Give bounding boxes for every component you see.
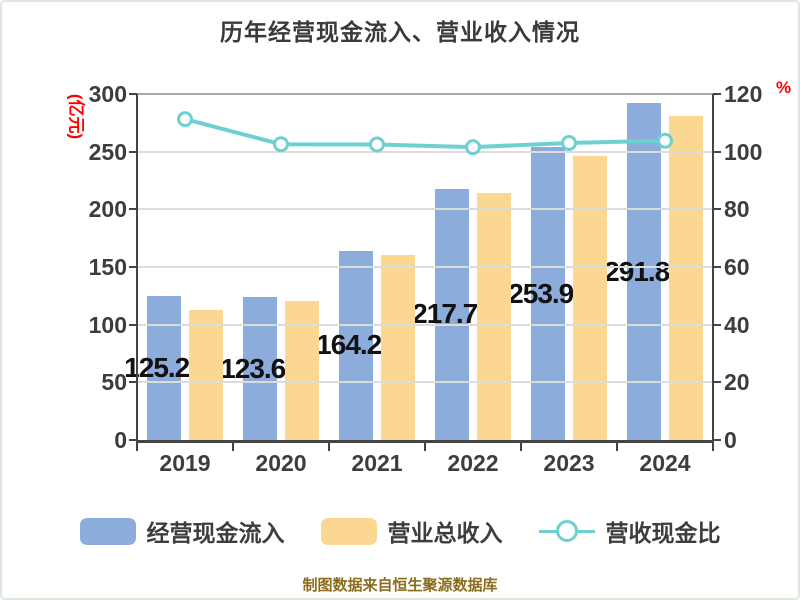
bar-cash-inflow-2023[interactable] <box>531 147 565 440</box>
x-axis-line <box>136 440 714 443</box>
right-axis-tick <box>713 381 721 383</box>
ratio-line-layer <box>177 111 673 156</box>
bar-cash-inflow-2020[interactable] <box>243 297 277 440</box>
legend: 经营现金流入 营业总收入 营收现金比 <box>2 514 798 548</box>
x-axis-tick <box>328 443 330 451</box>
right-axis-tick-label: 60 <box>724 254 750 280</box>
chart-title: 历年经营现金流入、营业收入情况 <box>220 19 580 45</box>
ratio-point-2021[interactable] <box>369 136 385 153</box>
legend-swatch-cash-ratio-line <box>538 518 595 545</box>
gridline <box>137 381 713 383</box>
data-source-note: 制图数据来自恒生聚源数据库 <box>302 577 498 594</box>
right-axis-tick-label: 0 <box>724 427 737 453</box>
left-axis-tick <box>129 324 137 326</box>
legend-label-cash-ratio: 营收现金比 <box>605 520 721 546</box>
right-axis-unit: % <box>776 78 792 97</box>
gridline <box>137 151 713 153</box>
x-axis-tick <box>424 443 426 451</box>
x-axis-label-2021: 2021 <box>351 450 403 476</box>
left-axis-tick-label: 200 <box>88 196 127 222</box>
right-axis-tick <box>713 93 721 95</box>
left-axis-tick-label: 0 <box>114 427 127 453</box>
legend-circle-marker-icon <box>555 519 578 542</box>
left-axis-tick-label: 150 <box>88 254 127 280</box>
x-axis-label-2022: 2022 <box>447 450 499 476</box>
x-axis-tick <box>232 443 234 451</box>
left-axis-tick <box>129 93 137 95</box>
left-axis-tick-label: 50 <box>101 369 127 395</box>
ratio-point-2022[interactable] <box>465 139 481 156</box>
legend-item-cash-inflow[interactable]: 经营现金流入 <box>79 514 285 548</box>
left-axis-tick <box>129 266 137 268</box>
right-axis-tick <box>713 208 721 210</box>
legend-swatch-total-revenue <box>320 517 377 545</box>
ratio-line <box>184 117 666 150</box>
plot-area: 0 0 50 20 100 40 150 60 200 80 250 100 300 120 2019 202… <box>89 81 763 476</box>
ratio-point-2024[interactable] <box>657 132 673 149</box>
x-axis-tick <box>136 443 138 451</box>
right-axis-tick <box>713 266 721 268</box>
left-axis-tick-label: 100 <box>88 312 127 338</box>
right-axis-tick-label: 100 <box>724 139 763 165</box>
bar-total-revenue-2022[interactable] <box>477 192 511 440</box>
gridline <box>137 324 713 326</box>
left-axis-tick-label: 250 <box>88 139 127 165</box>
right-axis-tick-label: 120 <box>724 81 763 107</box>
left-axis-tick-label: 300 <box>88 81 127 107</box>
bar-total-revenue-2021[interactable] <box>381 255 415 440</box>
left-axis-line <box>136 94 138 442</box>
gridline <box>137 208 713 210</box>
bar-cash-inflow-2022[interactable] <box>435 188 469 440</box>
bar-total-revenue-2019[interactable] <box>189 310 223 440</box>
bar-cash-inflow-2024[interactable] <box>627 103 661 440</box>
right-axis-line <box>712 94 714 442</box>
right-axis-tick-label: 20 <box>724 369 750 395</box>
bar-total-revenue-2023[interactable] <box>573 155 607 440</box>
left-axis-tick <box>129 381 137 383</box>
ratio-point-2019[interactable] <box>177 111 193 128</box>
left-axis-tick <box>129 151 137 153</box>
left-axis-tick <box>129 208 137 210</box>
right-axis-tick-label: 40 <box>724 312 750 338</box>
right-axis-tick <box>713 324 721 326</box>
ratio-point-2023[interactable] <box>561 135 577 151</box>
x-axis-label-2020: 2020 <box>255 450 307 476</box>
legend-label-cash-inflow: 经营现金流入 <box>146 520 285 546</box>
bar-cash-inflow-2019[interactable] <box>147 295 181 440</box>
x-axis-tick <box>616 443 618 451</box>
x-axis-tick <box>520 443 522 451</box>
gridline <box>137 93 713 95</box>
ratio-point-2020[interactable] <box>273 136 289 153</box>
legend-swatch-cash-inflow <box>79 517 136 545</box>
legend-item-cash-ratio[interactable]: 营收现金比 <box>538 514 721 548</box>
right-axis-tick <box>713 439 721 441</box>
x-axis-label-2019: 2019 <box>159 450 211 476</box>
bar-total-revenue-2024[interactable] <box>669 115 703 440</box>
x-axis-label-2024: 2024 <box>639 450 691 476</box>
x-axis-tick <box>712 443 714 451</box>
right-axis-tick-label: 80 <box>724 196 750 222</box>
gridline <box>137 266 713 268</box>
right-axis-tick <box>713 151 721 153</box>
bar-cash-inflow-2021[interactable] <box>339 250 373 440</box>
legend-item-total-revenue[interactable]: 营业总收入 <box>320 514 503 548</box>
left-axis-tick <box>129 439 137 441</box>
x-axis-label-2023: 2023 <box>543 450 595 476</box>
legend-label-total-revenue: 营业总收入 <box>387 520 503 546</box>
